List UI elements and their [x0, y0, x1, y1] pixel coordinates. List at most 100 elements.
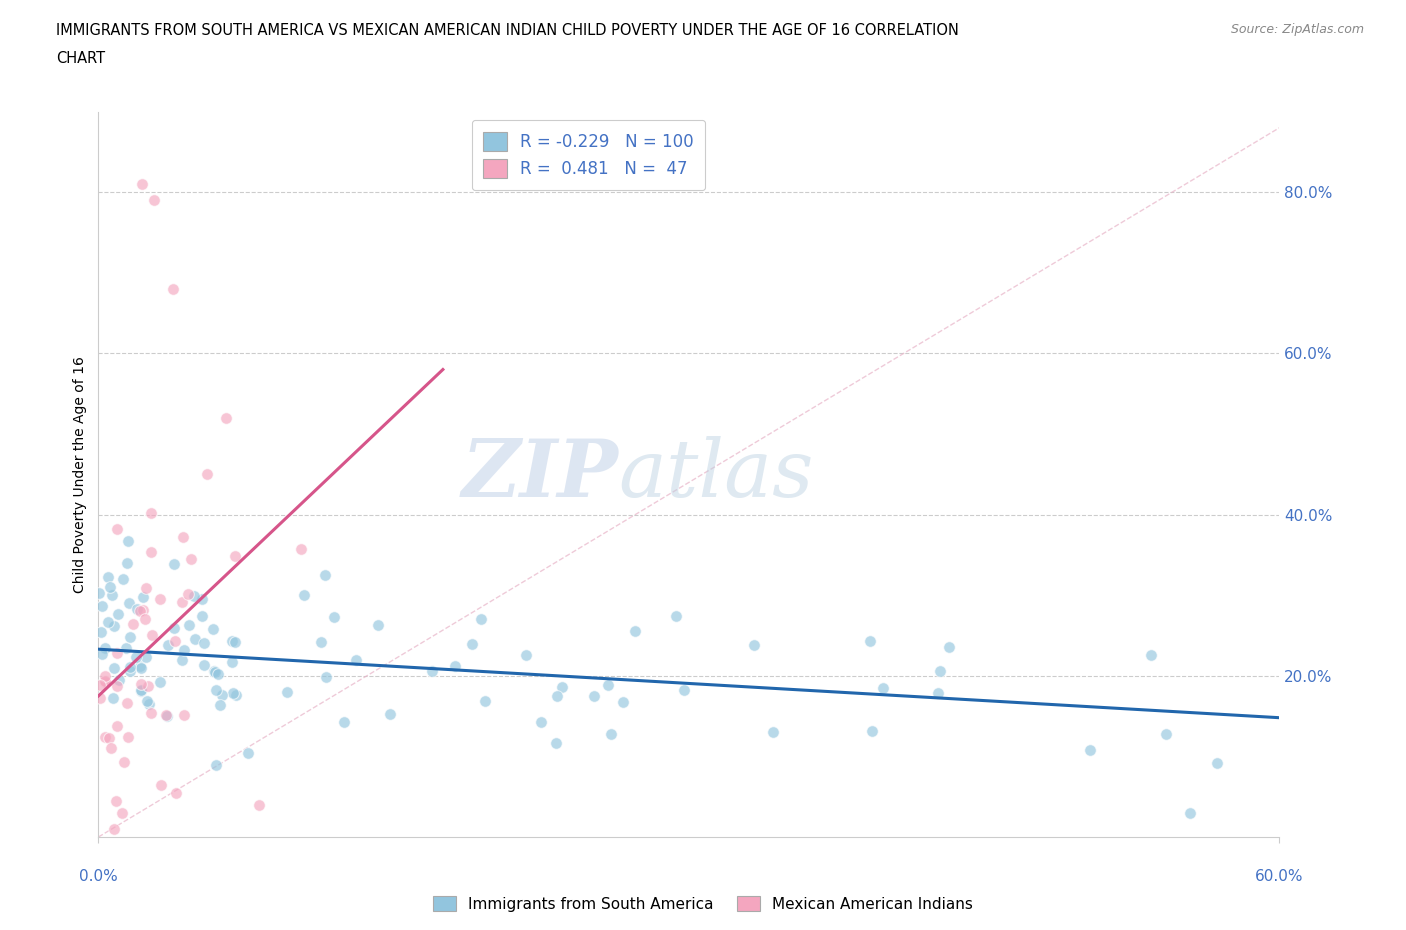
Point — [89, 690, 111, 705]
Point — [157, 638, 180, 653]
Text: IMMIGRANTS FROM SOUTH AMERICA VS MEXICAN AMERICAN INDIAN CHILD POVERTY UNDER THE: IMMIGRANTS FROM SOUTH AMERICA VS MEXICAN… — [56, 23, 959, 38]
Point — [600, 726, 623, 741]
Point — [276, 684, 298, 699]
Point — [115, 641, 138, 656]
Point — [530, 715, 553, 730]
Point — [420, 663, 443, 678]
Text: Source: ZipAtlas.com: Source: ZipAtlas.com — [1230, 23, 1364, 36]
Point — [162, 282, 184, 297]
Point — [105, 522, 128, 537]
Point — [97, 615, 120, 630]
Point — [515, 647, 537, 662]
Point — [139, 706, 162, 721]
Point — [314, 567, 336, 582]
Point — [1178, 805, 1201, 820]
Point — [290, 541, 312, 556]
Point — [201, 622, 224, 637]
Point — [139, 545, 162, 560]
Point — [163, 620, 186, 635]
Point — [132, 590, 155, 604]
Point — [204, 683, 226, 698]
Point — [115, 696, 138, 711]
Text: ZIP: ZIP — [461, 435, 619, 513]
Point — [100, 740, 122, 755]
Point — [378, 706, 401, 721]
Point — [612, 695, 634, 710]
Point — [97, 569, 120, 584]
Point — [461, 637, 484, 652]
Point — [141, 628, 163, 643]
Point — [163, 557, 186, 572]
Point — [1205, 755, 1227, 770]
Point — [91, 646, 114, 661]
Point — [927, 685, 949, 700]
Point — [249, 797, 271, 812]
Point — [367, 618, 389, 632]
Point — [136, 678, 159, 693]
Point — [90, 625, 112, 640]
Point — [191, 609, 214, 624]
Point — [191, 591, 214, 606]
Legend: Immigrants from South America, Mexican American Indians: Immigrants from South America, Mexican A… — [427, 889, 979, 918]
Point — [91, 598, 114, 613]
Point — [1154, 726, 1177, 741]
Point — [100, 579, 122, 594]
Point — [89, 677, 111, 692]
Point — [94, 730, 117, 745]
Point — [344, 652, 367, 667]
Point — [135, 694, 157, 709]
Point — [859, 633, 882, 648]
Point — [177, 587, 200, 602]
Point — [149, 777, 172, 792]
Point — [172, 529, 194, 544]
Point — [209, 698, 232, 712]
Point — [744, 637, 766, 652]
Point — [928, 664, 950, 679]
Point — [118, 664, 141, 679]
Point — [551, 680, 574, 695]
Point — [1139, 648, 1161, 663]
Point — [221, 655, 243, 670]
Point — [173, 643, 195, 658]
Point — [1078, 742, 1101, 757]
Point — [94, 640, 117, 655]
Point — [105, 645, 128, 660]
Point — [762, 724, 785, 739]
Point — [131, 177, 153, 192]
Point — [673, 683, 696, 698]
Point — [238, 745, 260, 760]
Point — [323, 609, 346, 624]
Point — [163, 634, 186, 649]
Point — [173, 708, 195, 723]
Point — [309, 635, 332, 650]
Point — [221, 633, 243, 648]
Point — [131, 660, 153, 675]
Point — [103, 618, 125, 633]
Point — [193, 658, 215, 672]
Point — [202, 663, 225, 678]
Text: 60.0%: 60.0% — [1256, 870, 1303, 884]
Point — [101, 587, 124, 602]
Text: 0.0%: 0.0% — [79, 870, 118, 884]
Point — [204, 664, 226, 679]
Point — [583, 689, 606, 704]
Point — [142, 193, 165, 207]
Point — [131, 684, 153, 698]
Point — [179, 618, 201, 632]
Point — [183, 589, 205, 604]
Point — [125, 650, 148, 665]
Point — [207, 667, 229, 682]
Point — [224, 634, 246, 649]
Point — [623, 623, 645, 638]
Point — [132, 603, 155, 618]
Point — [93, 669, 115, 684]
Point — [172, 594, 194, 609]
Point — [195, 467, 218, 482]
Text: atlas: atlas — [619, 435, 814, 513]
Point — [215, 410, 238, 425]
Point — [103, 661, 125, 676]
Point — [172, 652, 194, 667]
Point — [135, 580, 157, 595]
Point — [596, 678, 619, 693]
Point — [129, 658, 152, 673]
